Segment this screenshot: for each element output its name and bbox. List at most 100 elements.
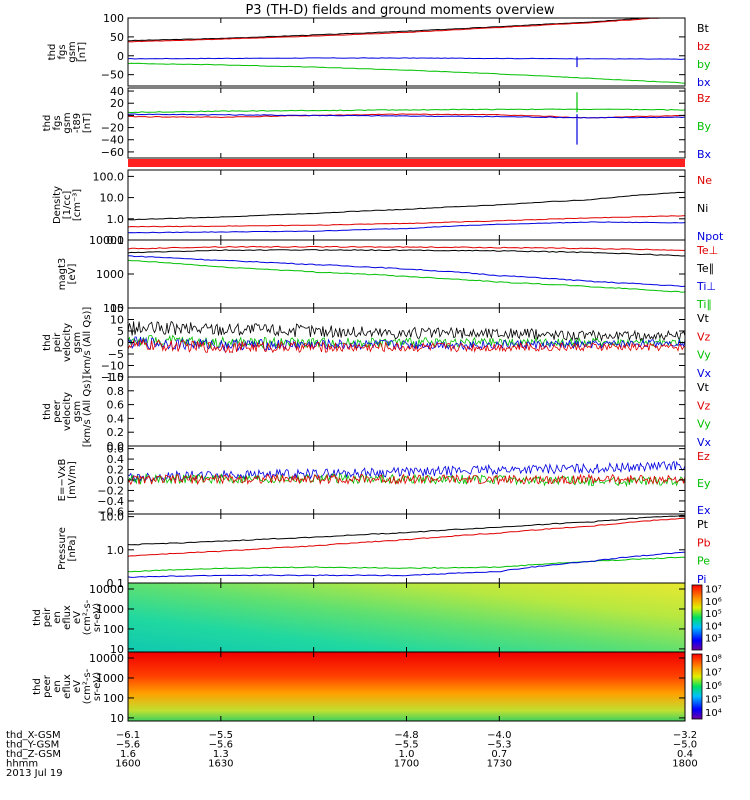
y-tick-label: −60 — [101, 146, 124, 159]
series-Vz — [127, 338, 686, 354]
panel-p3: Ne Ni Npot 100.0 10.0 1.0 0.1 Density [1/cc] [cm⁻… — [52, 169, 724, 247]
y-axis-label: thd — [42, 115, 53, 132]
legend-Ey: Ey — [697, 477, 711, 490]
y-tick-label: 15 — [110, 302, 124, 315]
colorbar-tick-label: 10⁶ — [705, 681, 722, 692]
y-tick-label: 1000 — [96, 603, 124, 616]
y-axis-label: gsm — [67, 41, 78, 62]
y-axis-label: [nPa] — [67, 535, 78, 561]
y-axis-label: peer — [42, 674, 53, 698]
legend-Pe: Pe — [697, 555, 710, 568]
y-tick-label: 0.4 — [107, 412, 125, 425]
series-Pb — [127, 517, 686, 557]
legend-Vy: Vy — [697, 349, 711, 362]
legend-Vz: Vz — [697, 330, 711, 343]
panel-p1: Bt bz by bx 100 50 0 −50 thd fgs gsm [nT] — [47, 12, 711, 89]
legend-by: by — [697, 58, 711, 71]
y-tick-label: 10 — [110, 643, 124, 656]
y-tick-label: 0.0 — [107, 440, 125, 453]
y-axis-label: (cm²-s- — [82, 599, 93, 635]
y-tick-label: 0.1 — [107, 577, 125, 590]
y-tick-label: 10000 — [89, 583, 124, 596]
series-Te⊥ — [127, 245, 685, 251]
y-tick-label: 100 — [103, 623, 124, 636]
colorbar-tick-label: 10⁷ — [705, 585, 722, 596]
x-row-label: thd_Z-GSM — [6, 749, 61, 760]
legend-Vt: Vt — [697, 381, 710, 394]
y-tick-label: −0.4 — [97, 495, 124, 508]
x-row-value: −4.8 — [394, 730, 418, 741]
series-Vt — [127, 320, 686, 342]
y-axis-label: eflux — [62, 605, 73, 630]
y-axis-label: [km/s (All Qs)] — [82, 376, 93, 448]
legend-Vy: Vy — [697, 418, 711, 431]
red-separator — [128, 159, 685, 167]
y-axis-label: peir — [42, 607, 53, 627]
series-Bt — [128, 17, 685, 42]
x-row-value: 1630 — [208, 759, 233, 770]
y-axis-label: thd — [42, 403, 53, 420]
x-row-label: thd_Y-GSM — [6, 740, 59, 751]
y-axis-label: [eV] — [67, 264, 78, 285]
y-axis-label: Density — [52, 186, 63, 224]
legend-bz: bz — [697, 40, 710, 53]
y-tick-label: 10000 — [89, 652, 124, 665]
series-Ne — [127, 215, 686, 228]
series-Pi — [127, 551, 686, 578]
y-tick-label: −0.2 — [97, 484, 124, 497]
y-tick-label: 100 — [103, 302, 124, 315]
y-tick-label: 0.2 — [107, 426, 125, 439]
legend-Vt: Vt — [697, 312, 710, 325]
y-tick-label: −50 — [101, 69, 124, 82]
spectrogram-p9 — [128, 583, 685, 652]
x-row-value: 1800 — [672, 759, 697, 770]
y-axis-label: thd — [32, 678, 43, 695]
y-axis-label: E=−VxB — [57, 459, 68, 502]
x-row-value: −6.1 — [116, 730, 140, 741]
x-row-value: −5.6 — [116, 740, 140, 751]
y-axis-label: thd — [47, 44, 58, 61]
y-axis-label: thd — [42, 334, 53, 351]
panel-p4: Te⊥ Te∥ Ti⊥ Ti∥ 10000 1000 100 magt3 [eV] — [57, 234, 718, 315]
y-axis-label: -t89 — [72, 113, 83, 133]
panel-p10: 10⁸ 10⁷ 10⁶ 10⁵ 10⁴ 10000 1000 100 10 thd peer en ef… — [32, 651, 722, 725]
y-tick-label: 10.0 — [100, 192, 125, 205]
y-tick-label: 0.8 — [107, 385, 125, 398]
y-axis-label: gsm — [72, 401, 83, 422]
y-axis-label: sr-eV) — [92, 672, 103, 701]
x-row-value: −5.6 — [209, 740, 233, 751]
y-tick-label: 0 — [117, 337, 124, 350]
series-bz — [127, 17, 685, 43]
y-tick-label: 10 — [110, 712, 124, 725]
y-axis-label: [nT] — [82, 113, 93, 133]
y-tick-label: 1.0 — [107, 371, 125, 384]
y-tick-label: 100 — [103, 692, 124, 705]
y-tick-label: 10.0 — [100, 511, 125, 524]
panel-frame — [127, 307, 686, 378]
x-row-label: hhmm — [6, 759, 38, 770]
figure-title: P3 (TH-D) fields and ground moments over… — [245, 3, 554, 18]
y-axis-label: velocity — [62, 392, 73, 431]
y-tick-label: 0.1 — [107, 234, 125, 247]
y-tick-label: 0.6 — [107, 399, 125, 412]
y-axis-label: [mV/m] — [67, 461, 78, 499]
x-row-value: −5.5 — [209, 730, 233, 741]
panel-p8: Pt Pb Pe Pi 10.0 1.0 0.1 Pressure [nPa] — [57, 511, 711, 590]
y-axis-label: (cm²-s- — [82, 668, 93, 704]
y-tick-label: 0 — [117, 50, 124, 63]
y-tick-label: 1.0 — [107, 544, 125, 557]
x-row-value: 1.3 — [213, 749, 229, 760]
legend-Pt: Pt — [697, 518, 709, 531]
legend-By: By — [697, 120, 712, 133]
legend-Ne: Ne — [697, 174, 712, 187]
legend-Ez: Ez — [697, 450, 710, 463]
colorbar-tick-label: 10³ — [705, 634, 722, 645]
x-row-value: −5.5 — [394, 740, 418, 751]
y-axis-label: fgs — [57, 44, 68, 59]
x-row-value: −5.0 — [673, 740, 697, 751]
y-tick-label: 50 — [110, 31, 124, 44]
series-bx — [127, 62, 686, 84]
series-By — [127, 108, 686, 114]
